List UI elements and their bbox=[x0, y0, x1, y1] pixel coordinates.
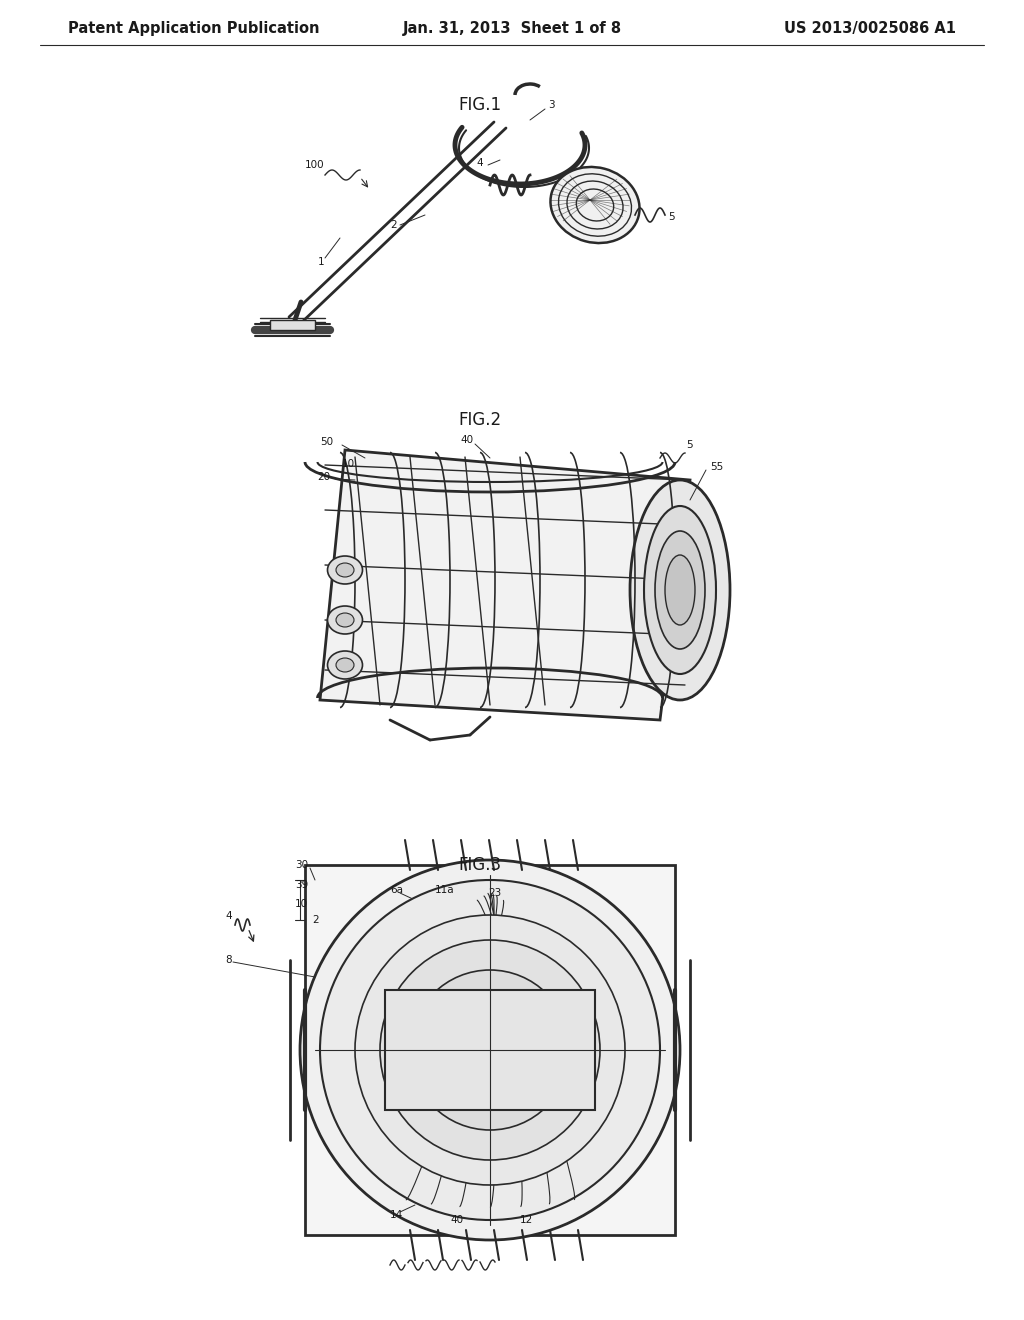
Text: 14: 14 bbox=[390, 1210, 403, 1220]
Text: FIG.3: FIG.3 bbox=[459, 855, 502, 874]
Ellipse shape bbox=[440, 1001, 540, 1100]
Text: US 2013/0025086 A1: US 2013/0025086 A1 bbox=[784, 21, 956, 36]
Text: 23: 23 bbox=[488, 888, 502, 898]
Text: FIG.1: FIG.1 bbox=[459, 96, 502, 114]
Ellipse shape bbox=[336, 657, 354, 672]
Ellipse shape bbox=[328, 651, 362, 678]
Text: 6a: 6a bbox=[390, 884, 403, 895]
Ellipse shape bbox=[319, 880, 660, 1220]
Polygon shape bbox=[305, 865, 675, 1236]
Text: 10: 10 bbox=[342, 459, 355, 469]
Ellipse shape bbox=[336, 564, 354, 577]
Text: FIG.2: FIG.2 bbox=[459, 411, 502, 429]
Text: 40: 40 bbox=[460, 436, 473, 445]
Text: 8: 8 bbox=[225, 954, 231, 965]
Ellipse shape bbox=[630, 480, 730, 700]
Text: 3: 3 bbox=[548, 100, 555, 110]
Text: 55: 55 bbox=[710, 462, 723, 473]
Ellipse shape bbox=[336, 612, 354, 627]
Text: 50: 50 bbox=[319, 437, 333, 447]
Text: 5: 5 bbox=[686, 440, 692, 450]
Text: 2: 2 bbox=[312, 915, 318, 925]
Polygon shape bbox=[270, 319, 315, 330]
Text: Jan. 31, 2013  Sheet 1 of 8: Jan. 31, 2013 Sheet 1 of 8 bbox=[402, 21, 622, 36]
Ellipse shape bbox=[410, 970, 570, 1130]
Ellipse shape bbox=[655, 531, 705, 649]
Text: 4: 4 bbox=[225, 911, 231, 921]
Text: 4: 4 bbox=[476, 158, 482, 168]
Text: 100: 100 bbox=[305, 160, 325, 170]
Text: 1: 1 bbox=[318, 257, 325, 267]
Ellipse shape bbox=[644, 506, 716, 675]
Ellipse shape bbox=[328, 556, 362, 583]
Text: 11a: 11a bbox=[435, 884, 455, 895]
Ellipse shape bbox=[665, 554, 695, 624]
Ellipse shape bbox=[355, 915, 625, 1185]
Ellipse shape bbox=[551, 166, 640, 243]
Text: 20: 20 bbox=[317, 473, 330, 482]
Text: 10: 10 bbox=[295, 899, 308, 909]
Text: 40: 40 bbox=[450, 1214, 463, 1225]
Text: Patent Application Publication: Patent Application Publication bbox=[68, 21, 319, 36]
Text: 12: 12 bbox=[520, 1214, 534, 1225]
Text: 2: 2 bbox=[390, 220, 396, 230]
Text: 5: 5 bbox=[668, 213, 675, 222]
Text: 39: 39 bbox=[295, 880, 308, 890]
Ellipse shape bbox=[328, 606, 362, 634]
Polygon shape bbox=[385, 990, 595, 1110]
Ellipse shape bbox=[380, 940, 600, 1160]
Polygon shape bbox=[319, 450, 690, 719]
Ellipse shape bbox=[300, 861, 680, 1239]
Text: 30: 30 bbox=[295, 861, 308, 870]
